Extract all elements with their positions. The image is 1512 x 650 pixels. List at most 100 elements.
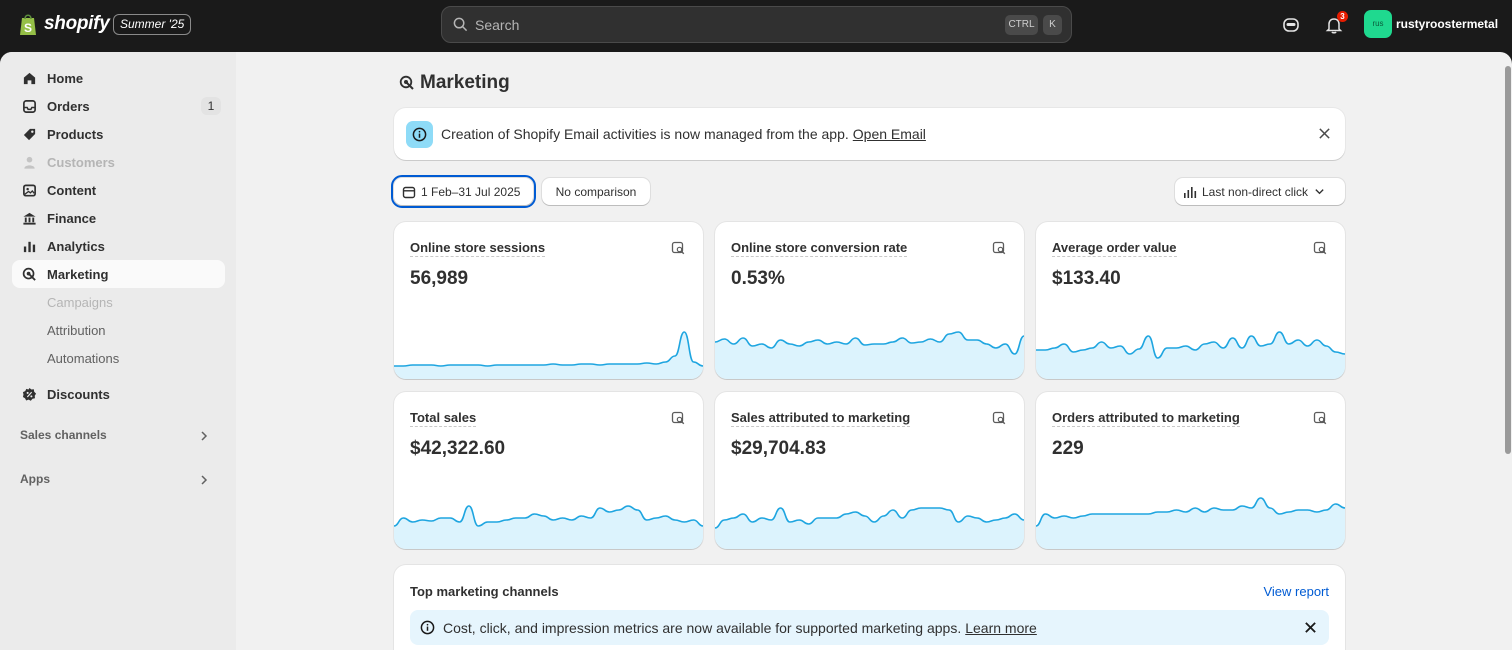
discount-icon — [21, 386, 37, 402]
sparkline-area — [394, 332, 703, 379]
tag-icon — [21, 126, 37, 142]
sparkline-area — [715, 508, 1024, 549]
report-icon[interactable] — [671, 411, 685, 425]
sidebar-item-products[interactable]: Products — [12, 120, 225, 148]
bar-chart-icon — [1184, 186, 1197, 198]
sparkline — [715, 507, 1024, 549]
sidebar-item-finance[interactable]: Finance — [12, 204, 225, 232]
home-icon — [21, 70, 37, 86]
metric-title: Average order value — [1052, 240, 1177, 257]
sparkline-area — [394, 506, 703, 549]
sparkline-area — [1036, 498, 1345, 549]
sparkline-area — [1036, 332, 1345, 379]
info-icon — [406, 120, 433, 148]
metric-card-orders-attributed[interactable]: Orders attributed to marketing 229 — [1036, 392, 1345, 549]
sidebar-item-label: Customers — [47, 154, 115, 170]
metric-card-sessions[interactable]: Online store sessions 56,989 — [394, 222, 703, 379]
sidebar-item-label: Analytics — [47, 238, 105, 254]
metric-value: 0.53% — [731, 268, 785, 289]
sidebar-item-marketing[interactable]: Marketing — [12, 260, 225, 288]
info-text: Cost, click, and impression metrics are … — [443, 619, 962, 636]
notifications-button[interactable] — [1323, 14, 1345, 36]
info-banner: Creation of Shopify Email activities is … — [394, 108, 1345, 160]
sidebar-item-label: Finance — [47, 210, 97, 226]
metric-title: Online store conversion rate — [731, 240, 908, 257]
edition-badge[interactable]: Summer '25 — [113, 14, 192, 35]
chevron-right-icon[interactable] — [199, 430, 209, 442]
sidebar: Home Orders 1 Products Customers Conte — [0, 52, 236, 650]
open-email-link[interactable]: Open Email — [852, 126, 926, 142]
sparkline-line — [1036, 331, 1345, 359]
metric-card-conversion-rate[interactable]: Online store conversion rate 0.53% — [715, 222, 1024, 379]
sidebar-item-customers[interactable]: Customers — [12, 148, 225, 176]
shopping-bag-icon: S — [20, 14, 36, 35]
store-name[interactable]: rustyroostermetal — [1396, 17, 1499, 31]
sidebar-item-label: Marketing — [47, 266, 109, 282]
sidebar-subitem-automations[interactable]: Automations — [47, 351, 120, 366]
sidebar-subitem-campaigns[interactable]: Campaigns — [47, 295, 113, 310]
scrollbar[interactable] — [1504, 58, 1512, 650]
sidebar-subitem-attribution[interactable]: Attribution — [47, 323, 106, 338]
notification-count-badge: 3 — [1337, 11, 1348, 22]
date-range-button[interactable]: 1 Feb–31 Jul 2025 — [391, 175, 536, 208]
sidebar-item-home[interactable]: Home — [12, 64, 225, 92]
metric-value: $29,704.83 — [731, 438, 827, 459]
sales-channels-heading[interactable]: Sales channels — [20, 428, 107, 442]
scrollbar-thumb[interactable] — [1505, 66, 1511, 454]
attribution-model-button[interactable]: Last non-direct click — [1175, 178, 1345, 205]
calendar-icon — [402, 186, 416, 198]
metric-title: Orders attributed to marketing — [1052, 410, 1240, 427]
shortcut-ctrl-key: CTRL — [1005, 15, 1038, 35]
shopify-logo[interactable]: S shopify — [18, 12, 110, 36]
apps-heading[interactable]: Apps — [20, 472, 50, 486]
bell-icon — [1325, 18, 1343, 34]
sparkline — [715, 331, 1024, 379]
search-input[interactable]: Search CTRL K — [441, 6, 1072, 43]
page-title-text: Marketing — [420, 72, 510, 93]
page-title: Marketing — [399, 72, 510, 94]
chevron-down-icon — [1315, 189, 1324, 195]
brand-name: shopify — [44, 13, 110, 34]
sparkline-line — [715, 331, 1024, 355]
info-icon — [420, 620, 435, 635]
comparison-button[interactable]: No comparison — [542, 178, 650, 205]
report-icon[interactable] — [992, 411, 1006, 425]
close-icon[interactable] — [1318, 127, 1331, 140]
target-icon — [399, 75, 414, 90]
view-report-link[interactable]: View report — [1263, 584, 1329, 599]
attribution-label: Last non-direct click — [1202, 184, 1309, 199]
top-marketing-channels-card: Top marketing channels View report Cost,… — [394, 565, 1345, 650]
metric-title: Total sales — [410, 410, 477, 427]
comparison-label: No comparison — [555, 184, 637, 199]
learn-more-link[interactable]: Learn more — [965, 619, 1037, 636]
report-icon[interactable] — [1313, 241, 1327, 255]
report-icon[interactable] — [1313, 411, 1327, 425]
metric-card-total-sales[interactable]: Total sales $42,322.60 — [394, 392, 703, 549]
sidebar-item-label: Home — [47, 70, 84, 86]
top-bar: S shopify Summer '25 Search CTRL K 3 rus… — [0, 0, 1512, 52]
metric-title: Online store sessions — [410, 240, 546, 257]
sidebar-item-content[interactable]: Content — [12, 176, 225, 204]
metric-value: 56,989 — [410, 268, 469, 289]
report-icon[interactable] — [992, 241, 1006, 255]
sidebar-item-label: Content — [47, 182, 97, 198]
metric-card-sales-attributed[interactable]: Sales attributed to marketing $29,704.83 — [715, 392, 1024, 549]
sidekick-button[interactable] — [1280, 14, 1302, 36]
sidebar-item-label: Products — [47, 126, 104, 142]
report-icon[interactable] — [671, 241, 685, 255]
inbox-icon — [21, 98, 37, 114]
bar-chart-icon — [21, 238, 37, 254]
sidebar-item-discounts[interactable]: Discounts — [12, 380, 225, 408]
sparkline — [394, 331, 703, 379]
metric-card-average-order-value[interactable]: Average order value $133.40 — [1036, 222, 1345, 379]
close-icon[interactable] — [1304, 621, 1317, 634]
store-avatar[interactable]: rus — [1364, 10, 1392, 38]
sparkline-line — [394, 331, 703, 367]
sidebar-item-orders[interactable]: Orders 1 — [12, 92, 225, 120]
svg-text:S: S — [24, 21, 32, 35]
target-icon — [21, 266, 37, 282]
sidebar-item-analytics[interactable]: Analytics — [12, 232, 225, 260]
shortcut-k-key: K — [1043, 15, 1062, 35]
chevron-right-icon[interactable] — [199, 474, 209, 486]
metric-value: $133.40 — [1052, 268, 1121, 289]
